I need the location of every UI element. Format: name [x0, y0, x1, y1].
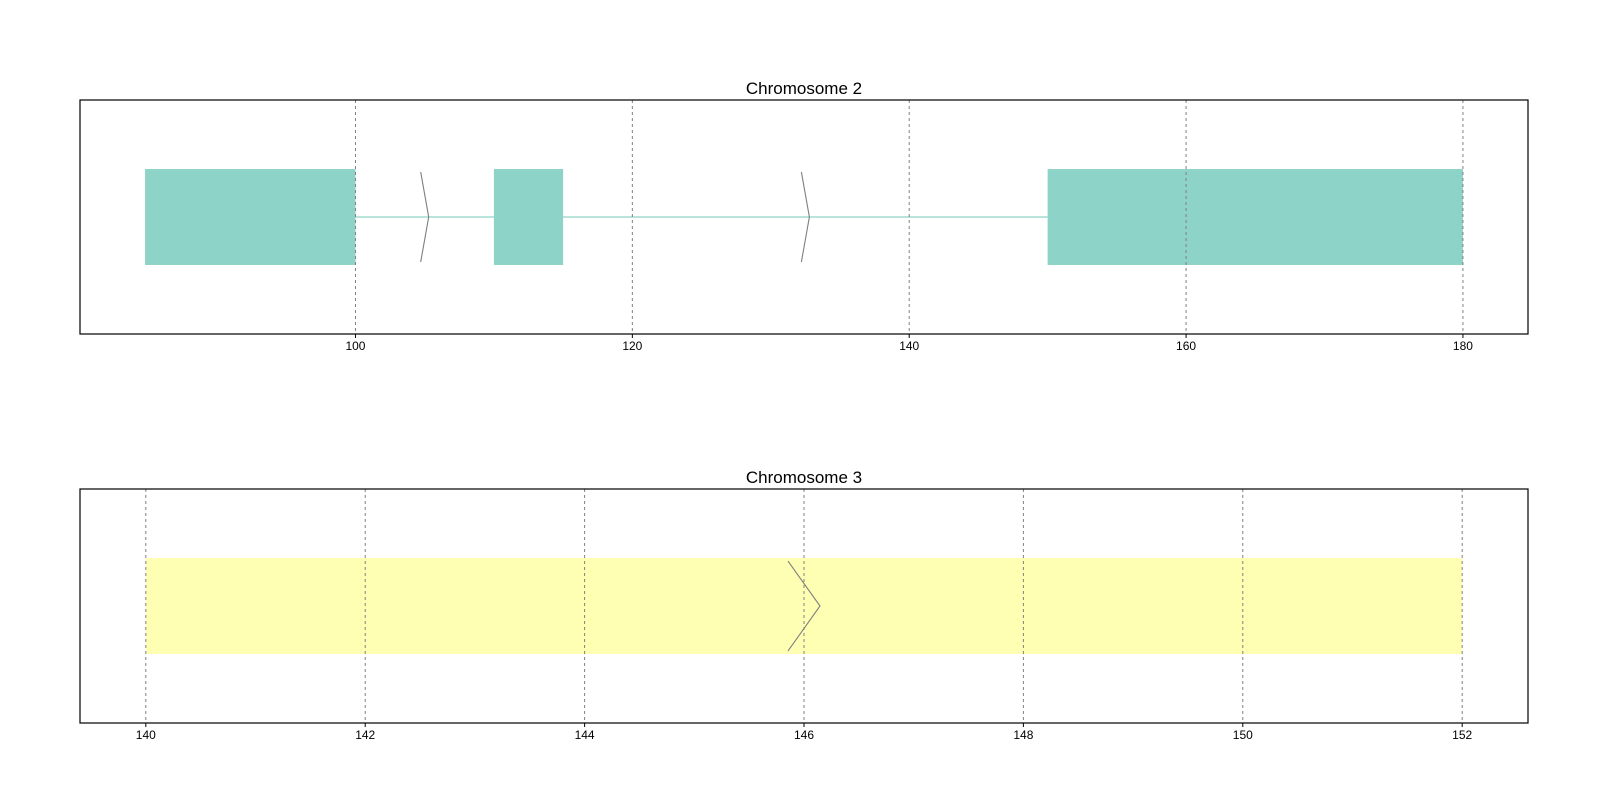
exon-block — [145, 169, 356, 265]
plot-frame — [79, 99, 1529, 335]
chromosome-2-panel: Chromosome 2 100 120 140 160 180 — [79, 79, 1529, 353]
x-tick-label: 180 — [1453, 339, 1473, 353]
strand-arrow-icon — [420, 171, 430, 263]
x-tick-label: 120 — [622, 339, 642, 353]
x-tick-label: 144 — [575, 728, 595, 742]
chart-title: Chromosome 2 — [746, 79, 862, 98]
x-tick-label: 100 — [345, 339, 365, 353]
strand-arrow-icon — [800, 171, 810, 263]
x-tick-label: 140 — [899, 339, 919, 353]
chart-title: Chromosome 3 — [746, 468, 862, 487]
x-tick-label: 146 — [794, 728, 814, 742]
chromosome-3-panel: Chromosome 3 140 142 144 146 148 150 152 — [79, 468, 1529, 742]
exon-block — [1047, 169, 1463, 265]
exon-block — [493, 169, 564, 265]
x-tick-label: 152 — [1452, 728, 1472, 742]
strand-arrow-icon — [787, 560, 821, 652]
x-tick-label: 150 — [1233, 728, 1253, 742]
x-tick-label: 148 — [1013, 728, 1033, 742]
x-tick-label: 160 — [1176, 339, 1196, 353]
x-tick-label: 140 — [136, 728, 156, 742]
x-tick-label: 142 — [355, 728, 375, 742]
